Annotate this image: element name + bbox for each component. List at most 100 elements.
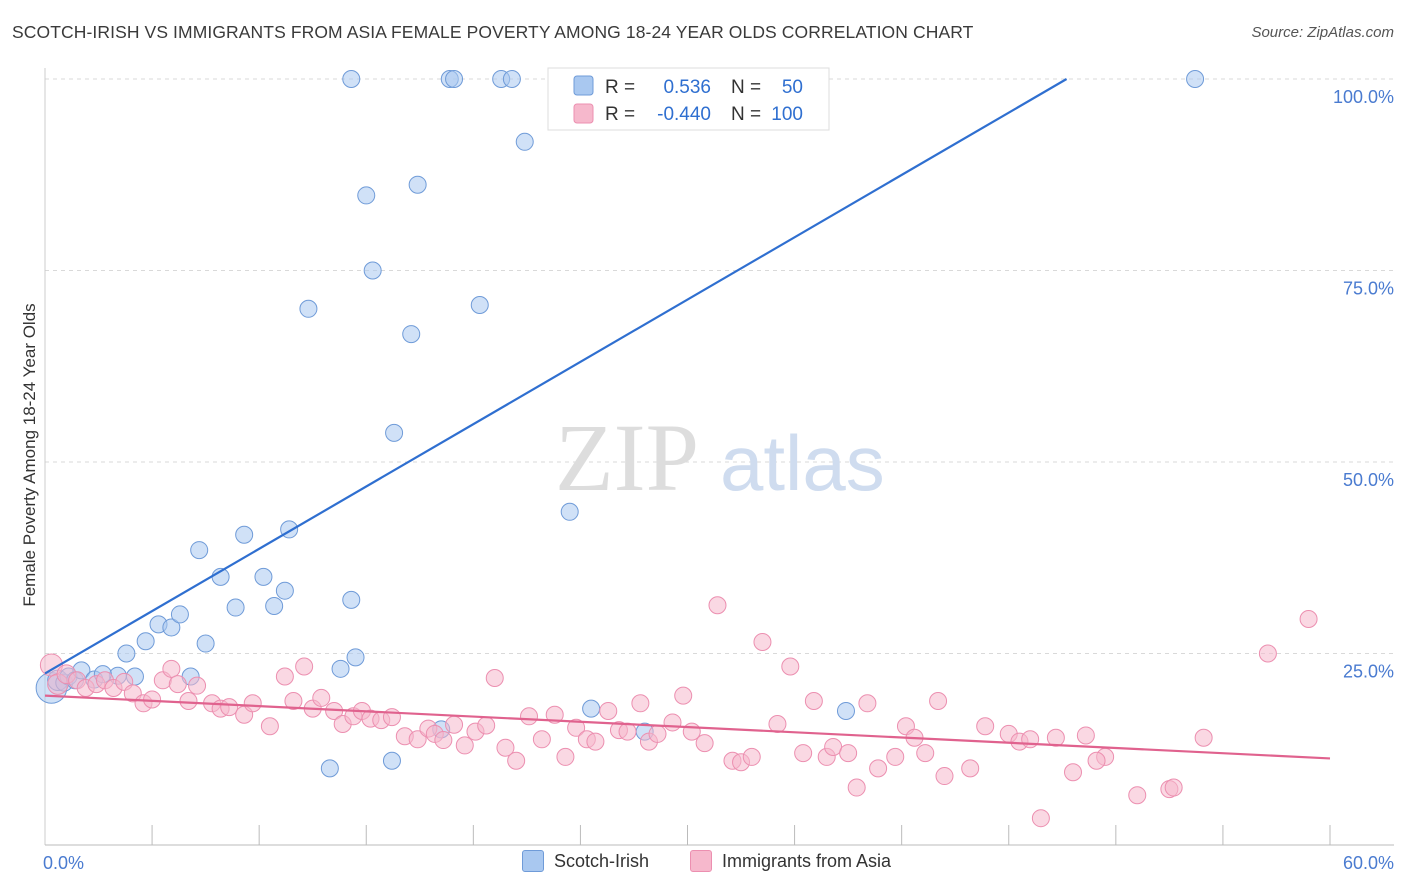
point-scotch-irish	[357, 186, 376, 205]
point-immigrants-asia	[708, 596, 727, 615]
point-immigrants-asia	[804, 691, 823, 710]
y-tick-label: 50.0%	[1343, 470, 1394, 490]
point-scotch-irish	[582, 699, 601, 718]
bottom-legend-immigrants-asia: Immigrants from Asia	[690, 850, 891, 872]
point-immigrants-asia	[496, 738, 515, 757]
point-immigrants-asia	[847, 778, 866, 797]
x-tick-label: 0.0%	[43, 853, 84, 873]
point-immigrants-asia	[618, 722, 637, 741]
legend-r-value-2: -0.440	[657, 104, 711, 125]
point-immigrants-asia	[858, 694, 877, 713]
point-immigrants-asia	[695, 734, 714, 753]
y-tick-label: 75.0%	[1343, 279, 1394, 299]
point-immigrants-asia	[445, 715, 464, 734]
point-immigrants-asia	[935, 767, 954, 786]
point-immigrants-asia	[295, 657, 314, 676]
x-tick-label: 60.0%	[1343, 853, 1394, 873]
point-immigrants-asia	[382, 708, 401, 727]
y-tick-label: 100.0%	[1333, 87, 1394, 107]
point-scotch-irish	[470, 295, 489, 314]
point-immigrants-asia	[520, 707, 539, 726]
point-immigrants-asia	[507, 751, 526, 770]
watermark-zip: ZIP	[555, 404, 699, 511]
point-immigrants-asia	[648, 724, 667, 743]
point-immigrants-asia	[434, 731, 453, 750]
point-immigrants-asia	[599, 701, 618, 720]
watermark: ZIP atlas	[555, 404, 885, 511]
point-scotch-irish	[515, 132, 534, 151]
point-scotch-irish	[342, 70, 361, 88]
chart-title: SCOTCH-IRISH VS IMMIGRANTS FROM ASIA FEM…	[12, 22, 974, 42]
point-scotch-irish	[254, 567, 273, 586]
point-scotch-irish	[196, 634, 215, 653]
bottom-legend-swatch-blue	[522, 850, 544, 872]
point-scotch-irish	[402, 325, 421, 344]
point-immigrants-asia	[168, 675, 187, 694]
point-scotch-irish	[346, 648, 365, 667]
trend-line-immigrants-asia	[44, 694, 1331, 760]
point-immigrants-asia	[1164, 778, 1183, 797]
trend-layer	[44, 78, 1331, 760]
point-immigrants-asia	[162, 659, 181, 678]
legend-n-value-1: 50	[782, 77, 803, 98]
point-immigrants-asia	[1031, 809, 1050, 828]
point-scotch-irish	[136, 632, 155, 651]
point-immigrants-asia	[1087, 751, 1106, 770]
point-immigrants-asia	[886, 747, 905, 766]
point-immigrants-asia	[275, 667, 294, 686]
point-immigrants-asia	[1258, 644, 1277, 663]
legend-r-label-1: R =	[605, 77, 635, 98]
point-immigrants-asia	[567, 718, 586, 737]
point-immigrants-asia	[408, 730, 427, 749]
point-immigrants-asia	[663, 713, 682, 732]
point-immigrants-asia	[1299, 610, 1318, 629]
point-immigrants-asia	[188, 676, 207, 695]
point-scotch-irish	[382, 751, 401, 770]
bottom-legend-scotch-irish: Scotch-Irish	[522, 850, 649, 872]
point-immigrants-asia	[179, 691, 198, 710]
point-immigrants-asia	[143, 690, 162, 709]
point-scotch-irish	[117, 644, 136, 663]
point-immigrants-asia	[312, 688, 331, 707]
point-immigrants-asia	[455, 736, 474, 755]
point-immigrants-asia	[794, 744, 813, 763]
point-scotch-irish	[190, 541, 209, 560]
legend-n-value-2: 100	[771, 104, 803, 125]
point-scotch-irish	[170, 605, 189, 624]
watermark-atlas: atlas	[720, 419, 885, 507]
bottom-legend-label-immigrants-asia: Immigrants from Asia	[722, 850, 892, 871]
point-immigrants-asia	[260, 717, 279, 736]
point-scotch-irish	[226, 598, 245, 617]
point-scotch-irish	[408, 175, 427, 194]
point-scotch-irish	[320, 759, 339, 778]
point-scotch-irish	[342, 590, 361, 609]
bottom-legend-label-scotch-irish: Scotch-Irish	[554, 850, 650, 871]
tick-layer: 100.0% 75.0% 50.0% 25.0% 0.0% 60.0%	[43, 87, 1394, 873]
legend-swatch-immigrants-asia	[573, 103, 594, 124]
point-immigrants-asia	[929, 691, 948, 710]
point-scotch-irish	[445, 70, 464, 88]
point-scotch-irish	[502, 70, 521, 88]
point-immigrants-asia	[485, 669, 504, 688]
point-scotch-irish	[265, 597, 284, 616]
point-immigrants-asia	[243, 694, 262, 713]
legend-r-label-2: R =	[605, 104, 635, 125]
point-immigrants-asia	[545, 705, 564, 724]
point-scotch-irish	[836, 701, 855, 720]
point-immigrants-asia	[477, 716, 496, 735]
point-immigrants-asia	[768, 714, 787, 733]
point-immigrants-asia	[824, 737, 843, 756]
point-immigrants-asia	[532, 730, 551, 749]
point-immigrants-asia	[976, 717, 995, 736]
point-scotch-irish	[331, 659, 350, 678]
point-scotch-irish	[275, 581, 294, 600]
y-tick-label: 25.0%	[1343, 662, 1394, 682]
point-immigrants-asia	[839, 744, 858, 763]
point-immigrants-asia	[284, 691, 303, 710]
point-immigrants-asia	[961, 759, 980, 778]
point-immigrants-asia	[753, 633, 772, 652]
point-immigrants-asia	[674, 686, 693, 705]
point-scotch-irish	[385, 423, 404, 442]
chart-source: Source: ZipAtlas.com	[1251, 24, 1394, 41]
